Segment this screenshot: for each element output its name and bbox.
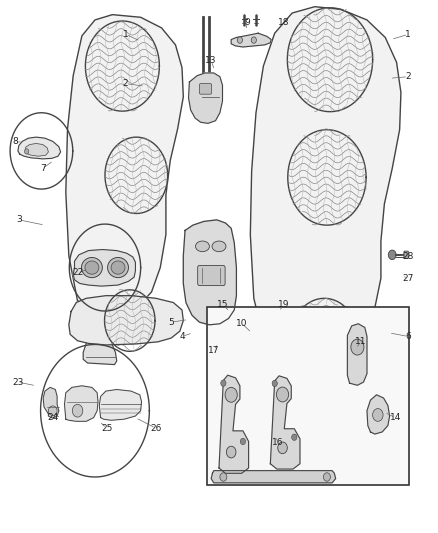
Polygon shape <box>99 390 141 420</box>
Polygon shape <box>184 220 237 325</box>
Text: 1: 1 <box>123 30 128 39</box>
Circle shape <box>220 473 227 481</box>
Circle shape <box>373 409 383 421</box>
FancyBboxPatch shape <box>199 84 212 94</box>
Text: 25: 25 <box>101 424 113 433</box>
Text: 16: 16 <box>272 438 283 447</box>
Circle shape <box>237 37 243 43</box>
Polygon shape <box>83 343 117 365</box>
Polygon shape <box>251 7 401 336</box>
Text: 27: 27 <box>403 273 414 282</box>
Text: 24: 24 <box>47 413 58 422</box>
Polygon shape <box>211 471 336 483</box>
Polygon shape <box>231 33 271 47</box>
Polygon shape <box>347 324 367 385</box>
Ellipse shape <box>85 261 99 274</box>
Text: 22: 22 <box>72 268 83 277</box>
Text: 17: 17 <box>208 346 219 355</box>
Circle shape <box>292 434 297 440</box>
Ellipse shape <box>111 261 125 274</box>
Circle shape <box>240 438 246 445</box>
Polygon shape <box>64 386 98 421</box>
Ellipse shape <box>212 241 226 252</box>
Polygon shape <box>270 376 300 469</box>
Polygon shape <box>73 249 135 286</box>
Text: 11: 11 <box>355 337 366 346</box>
Polygon shape <box>69 296 184 345</box>
Polygon shape <box>258 316 391 368</box>
Text: 26: 26 <box>150 424 162 433</box>
Circle shape <box>389 250 396 260</box>
Text: 13: 13 <box>205 56 217 65</box>
Text: 15: 15 <box>217 300 228 309</box>
Polygon shape <box>25 143 48 156</box>
Circle shape <box>351 339 364 355</box>
Text: 4: 4 <box>179 332 185 341</box>
Text: 28: 28 <box>403 253 414 262</box>
Circle shape <box>251 37 256 43</box>
Circle shape <box>226 446 236 458</box>
Text: 3: 3 <box>16 215 21 224</box>
Text: 2: 2 <box>123 79 128 88</box>
Circle shape <box>25 149 29 154</box>
Text: 6: 6 <box>406 332 411 341</box>
Ellipse shape <box>108 257 128 278</box>
Circle shape <box>278 442 287 454</box>
Polygon shape <box>18 137 60 159</box>
Circle shape <box>276 387 289 402</box>
Text: 5: 5 <box>168 318 174 327</box>
Circle shape <box>225 387 237 402</box>
Bar <box>207 308 409 485</box>
Circle shape <box>272 380 277 386</box>
Circle shape <box>72 405 83 417</box>
Text: 23: 23 <box>12 377 24 386</box>
Text: 2: 2 <box>406 72 411 81</box>
Text: 8: 8 <box>12 138 18 147</box>
Text: 19: 19 <box>278 300 289 309</box>
Circle shape <box>323 473 330 481</box>
Polygon shape <box>66 14 184 309</box>
FancyBboxPatch shape <box>198 265 225 286</box>
Circle shape <box>221 380 226 386</box>
Polygon shape <box>188 73 223 123</box>
Ellipse shape <box>48 406 57 416</box>
Text: 7: 7 <box>40 164 46 173</box>
Text: 10: 10 <box>236 319 247 328</box>
Polygon shape <box>43 387 59 418</box>
Text: 14: 14 <box>389 413 401 422</box>
Polygon shape <box>367 395 390 434</box>
Text: 9: 9 <box>244 18 250 27</box>
Ellipse shape <box>195 241 209 252</box>
Ellipse shape <box>81 257 102 278</box>
Text: 1: 1 <box>406 30 411 39</box>
FancyBboxPatch shape <box>404 251 408 259</box>
Text: 18: 18 <box>278 18 289 27</box>
Polygon shape <box>219 375 249 473</box>
